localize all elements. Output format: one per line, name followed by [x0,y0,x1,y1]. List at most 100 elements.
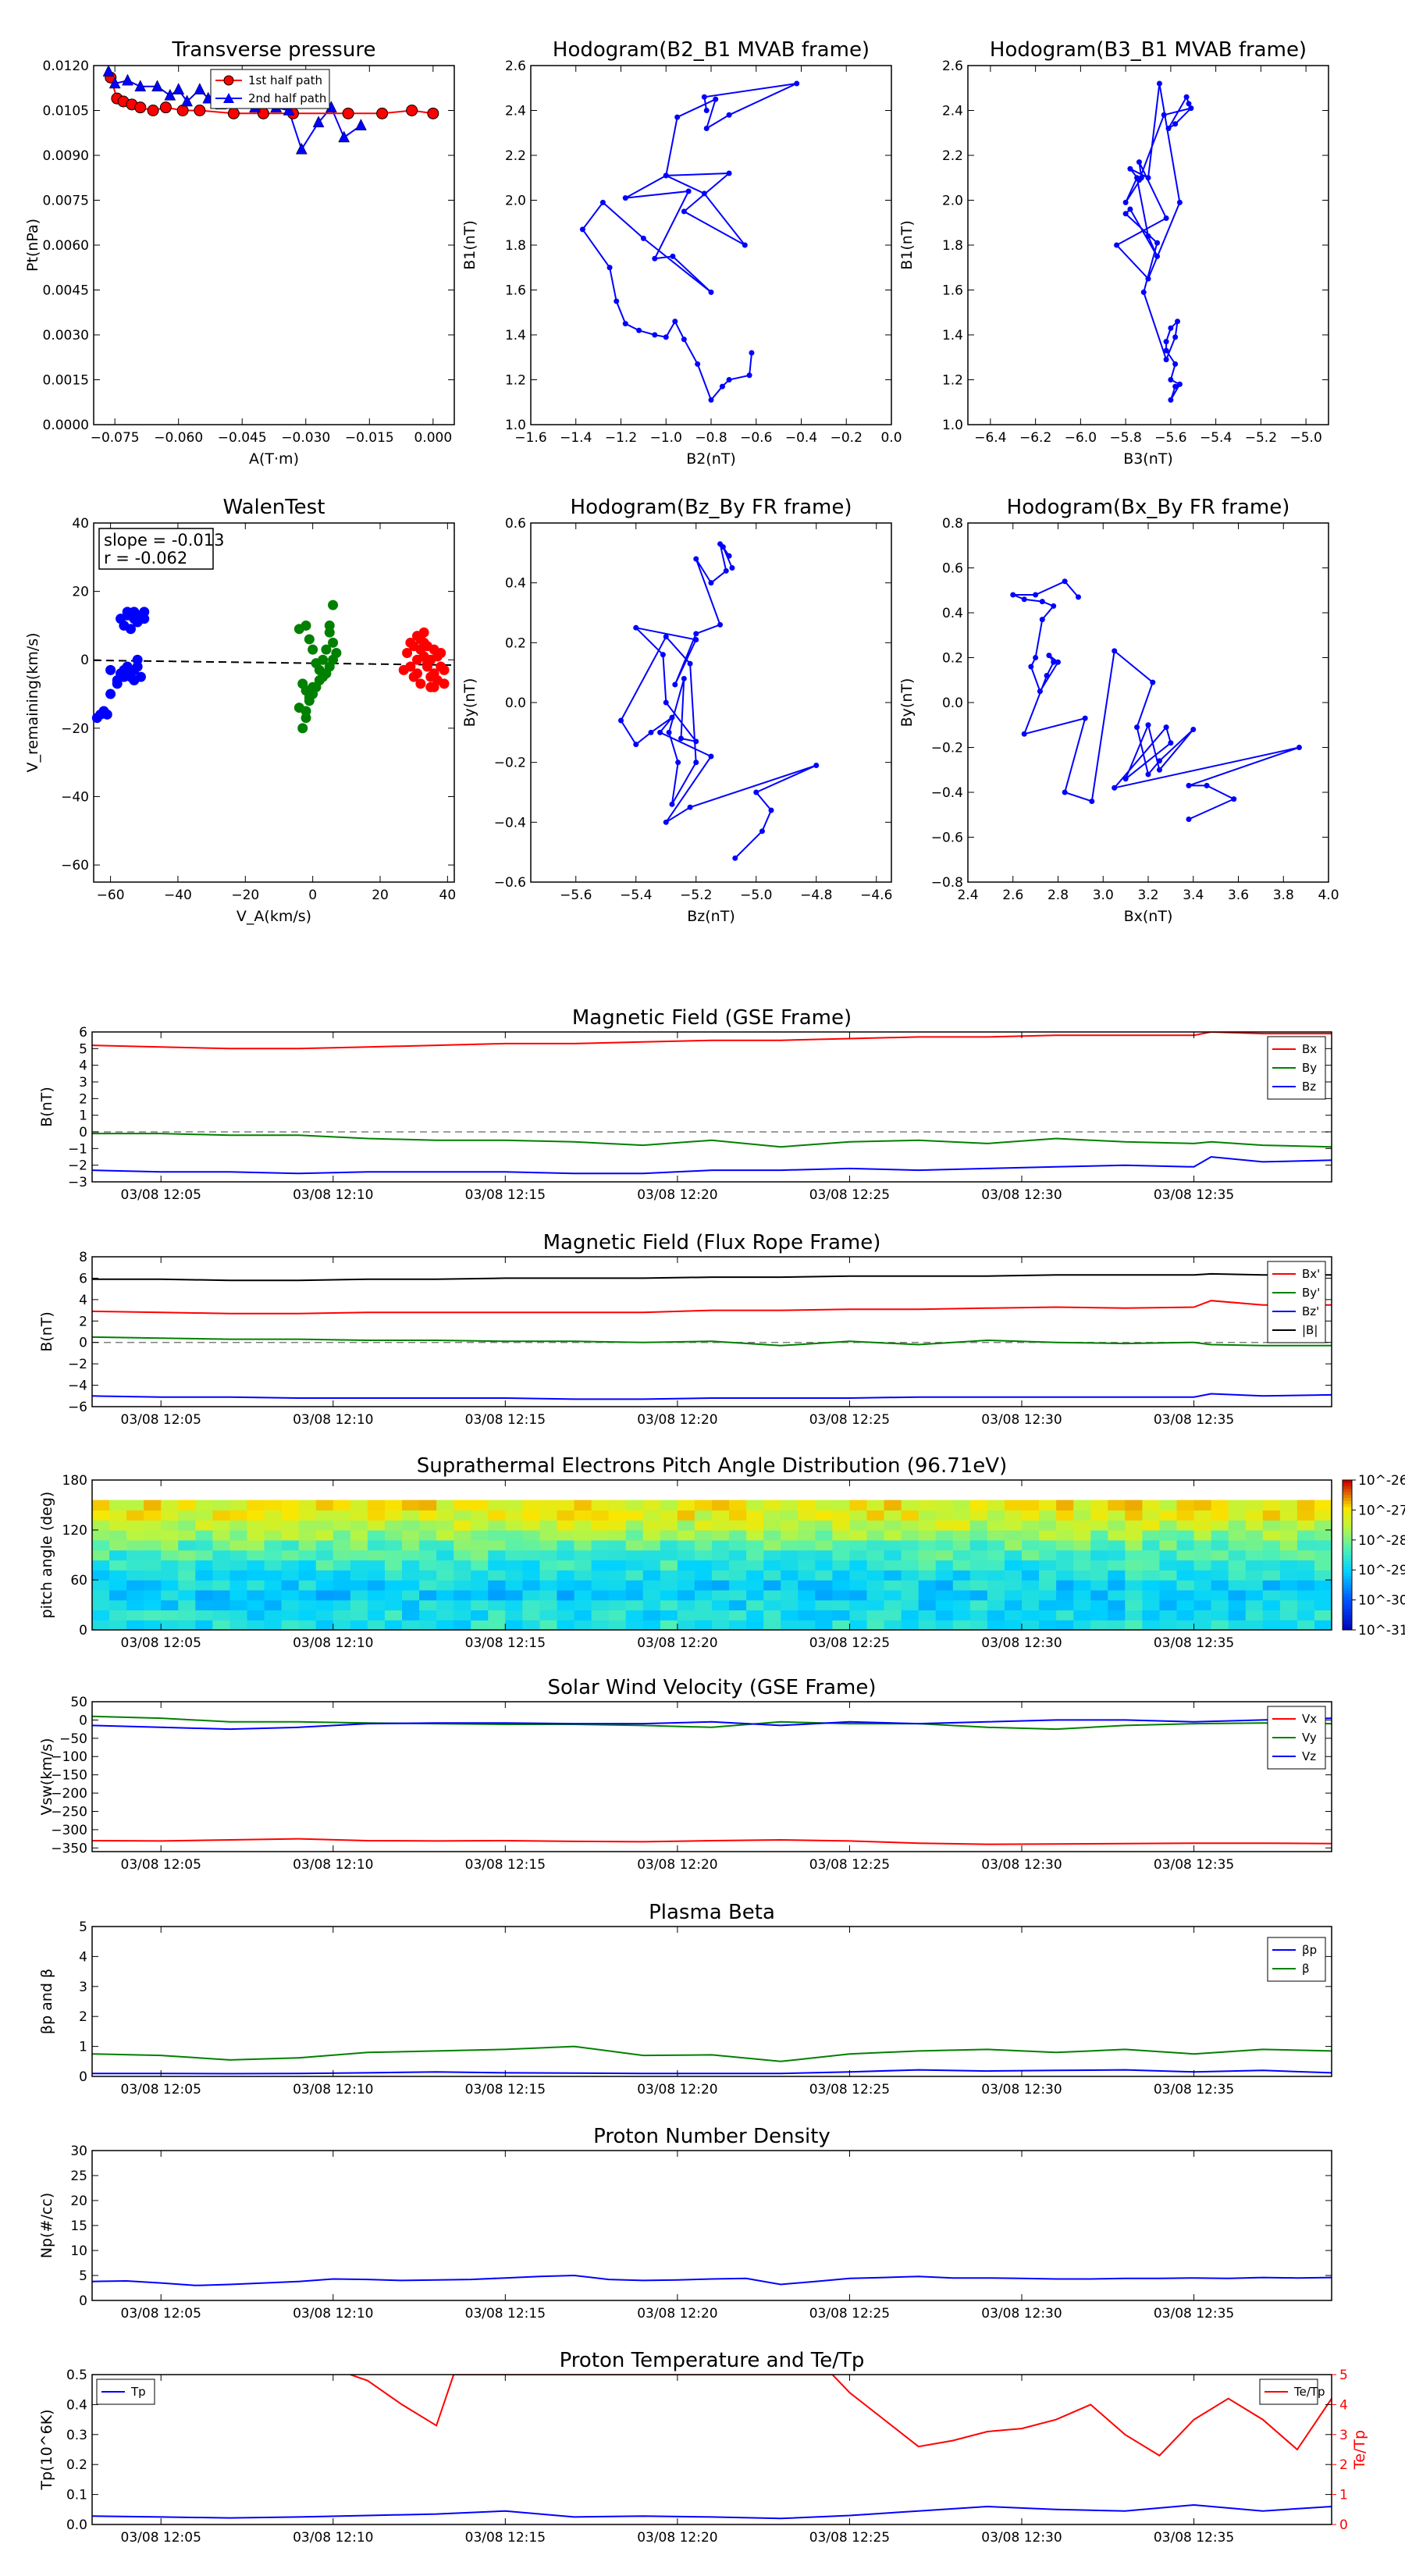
hodogram-point [648,729,654,735]
heatmap-cell [849,1620,868,1630]
scatter-point [301,706,311,717]
heatmap-cell [608,1530,627,1541]
colorbar-cell [1343,1564,1352,1567]
hodogram-point [1145,175,1151,181]
x-tick-label: −0.2 [831,430,863,446]
heatmap-cell [522,1500,541,1510]
hodogram-point [636,327,642,333]
x-tick-label: 03/08 12:30 [981,2306,1062,2322]
heatmap-cell [1245,1550,1264,1560]
heatmap-cell [935,1610,954,1621]
heatmap-cell [763,1610,781,1621]
panel-title: Proton Number Density [593,2125,831,2148]
panel-title: Magnetic Field (GSE Frame) [572,1006,852,1030]
y-tick-label: 25 [70,2169,87,2184]
heatmap-cell [1176,1589,1195,1601]
heatmap-cell [247,1620,265,1630]
heatmap-cell [660,1539,678,1551]
heatmap-cell [126,1539,144,1551]
heatmap-cell [471,1610,489,1621]
heatmap-cell [591,1550,610,1560]
heatmap-cell [625,1589,644,1601]
heatmap-cell [557,1610,575,1621]
colorbar-cell [1343,1570,1352,1574]
heatmap-cell [454,1510,471,1521]
hodogram-point [672,681,678,688]
scatter-point [429,681,439,692]
heatmap-cell [798,1589,816,1601]
x-tick-label: 2.4 [957,888,978,903]
x-axis-label: Bz(nT) [687,908,735,925]
y-tick-label: −150 [51,1768,87,1784]
heatmap-cell [178,1589,196,1601]
hodogram-point [652,255,658,262]
heatmap-cell [969,1530,988,1541]
y-tick-label: 0.0060 [43,238,89,254]
heatmap-cell [539,1530,558,1541]
heatmap-cell [884,1570,902,1581]
y2-tick-label: 4 [1339,2397,1348,2413]
heatmap-cell [281,1560,300,1571]
heatmap-cell [126,1500,144,1510]
series-line [92,2503,1332,2520]
scatter-point [328,600,339,610]
heatmap-cell [402,1530,420,1541]
heatmap-cell [712,1539,730,1551]
point-2nd-half [181,94,193,107]
y2-tick-label: 1 [1339,2488,1348,2503]
heatmap-cell [1314,1560,1332,1571]
scatter-point [415,678,426,689]
scatter-point [91,713,102,724]
heatmap-cell [315,1550,334,1560]
heatmap-cell [367,1500,386,1510]
x-tick-label: 03/08 12:10 [293,1412,373,1428]
heatmap-cell [522,1530,541,1541]
heatmap-cell [315,1589,334,1601]
heatmap-cell [264,1610,283,1621]
heatmap-cell [557,1500,575,1510]
heatmap-cell [488,1539,506,1551]
x-tick-label: −1.0 [650,430,682,446]
heatmap-cell [522,1539,541,1551]
heatmap-cell [1314,1510,1332,1521]
x-axis-label: V_A(km/s) [237,908,311,925]
heatmap-cell [1279,1500,1298,1510]
heatmap-cell [109,1500,127,1510]
heatmap-cell [1073,1500,1091,1510]
x-tick-label: −0.045 [218,430,267,446]
heatmap-cell [488,1589,506,1601]
heatmap-cell [591,1530,610,1541]
heatmap-cell [1159,1539,1178,1551]
heatmap-cell [969,1560,988,1571]
heatmap-cell [642,1510,661,1521]
y-tick-label: −20 [61,721,89,737]
y-tick-label: 0.0120 [43,59,89,74]
heatmap-cell [557,1550,575,1560]
x-tick-label: 03/08 12:10 [293,1635,373,1651]
heatmap-cell [1142,1550,1161,1560]
heatmap-cell [952,1610,971,1621]
hodogram-point [1039,617,1045,623]
heatmap-cell [333,1539,351,1551]
x-tick-label: 03/08 12:30 [981,1187,1062,1203]
heatmap-cell [1090,1510,1108,1521]
legend-label: Vy [1302,1731,1317,1745]
heatmap-cell [419,1620,437,1630]
heatmap-cell [952,1510,971,1521]
heatmap-cell [1073,1570,1091,1581]
hodogram-point [1168,377,1174,382]
colorbar-cell [1343,1492,1352,1496]
heatmap-cell [333,1580,351,1591]
y-tick-label: 10 [70,2243,87,2259]
colorbar-cell [1343,1542,1352,1546]
heatmap-cell [419,1589,437,1601]
heatmap-cell [574,1550,592,1560]
heatmap-cell [694,1620,713,1630]
heatmap-cell [419,1520,437,1531]
x-tick-label: 03/08 12:15 [465,1635,546,1651]
heatmap-cell [1297,1589,1315,1601]
heatmap-cell [126,1520,144,1531]
heatmap-cell [763,1570,781,1581]
scatter-point [418,627,429,638]
y-tick-label: 0.0 [66,2517,87,2533]
